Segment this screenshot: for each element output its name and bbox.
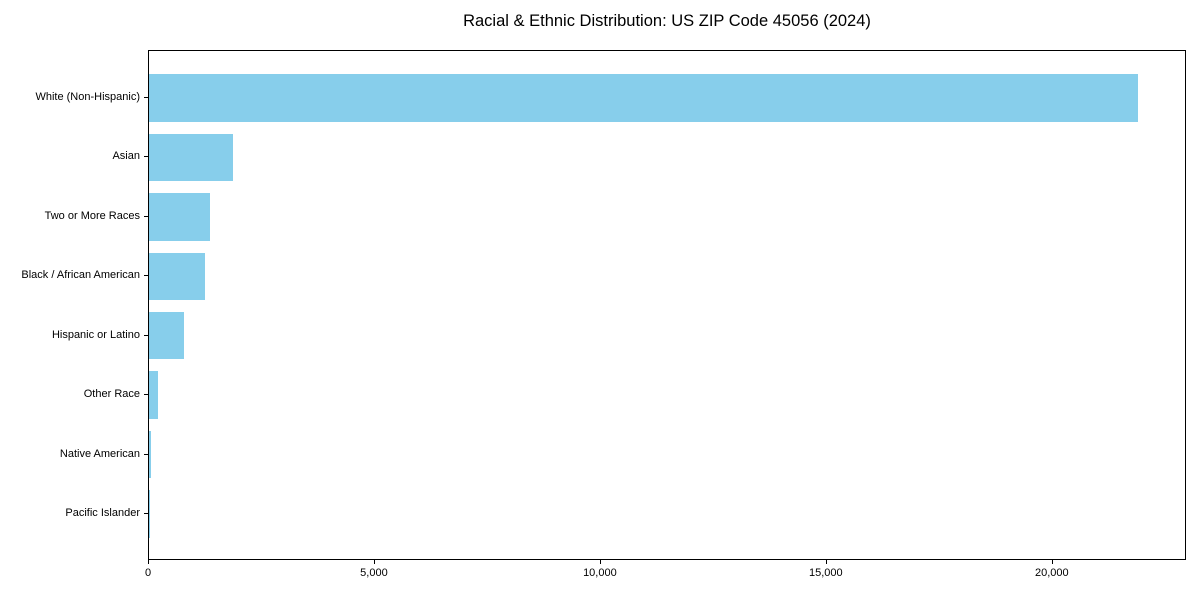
y-tick-label-asian: Asian	[112, 150, 140, 163]
bar-two-or-more-races	[149, 193, 210, 241]
x-tick-mark-5000	[373, 560, 375, 564]
y-tick-mark-hispanic-or-latino	[144, 334, 148, 336]
bar-black-african-american	[149, 252, 206, 301]
x-tick-label-10000: 10,000	[583, 567, 617, 579]
y-tick-mark-black-african-american	[144, 275, 148, 277]
bar-hispanic-or-latino	[149, 311, 185, 360]
plot-area	[148, 50, 1186, 560]
bar-other-race	[149, 371, 159, 419]
y-tick-mark-pacific-islander	[144, 513, 148, 515]
bar-white-non-hispanic	[149, 74, 1138, 122]
x-tick-mark-20000	[1051, 560, 1053, 564]
x-tick-mark-10000	[599, 560, 601, 564]
x-tick-mark-15000	[825, 560, 827, 564]
y-tick-mark-other-race	[144, 394, 148, 396]
y-tick-label-hispanic-or-latino: Hispanic or Latino	[51, 328, 140, 341]
chart-title: Racial & Ethnic Distribution: US ZIP Cod…	[463, 12, 871, 30]
y-tick-label-black-african-american: Black / African American	[21, 269, 140, 282]
y-tick-mark-two-or-more-races	[144, 215, 148, 217]
x-tick-label-5000: 5,000	[360, 567, 388, 579]
x-tick-label-20000: 20,000	[1034, 567, 1069, 579]
bar-native-american	[149, 430, 152, 479]
bar-asian	[149, 133, 234, 182]
y-tick-label-two-or-more-races: Two or More Races	[44, 209, 140, 222]
x-tick-label-0: 0	[144, 567, 152, 579]
y-tick-mark-white-non-hispanic	[144, 96, 148, 98]
x-tick-label-15000: 15,000	[809, 567, 843, 579]
y-tick-label-white-non-hispanic: White (Non-Hispanic)	[35, 90, 140, 103]
y-tick-label-native-american: Native American	[59, 447, 140, 460]
x-tick-mark-0	[148, 560, 149, 564]
y-tick-mark-asian	[144, 156, 148, 158]
y-tick-mark-native-american	[144, 453, 148, 455]
y-tick-label-other-race: Other Race	[83, 388, 140, 401]
y-tick-label-pacific-islander: Pacific Islander	[65, 507, 140, 520]
